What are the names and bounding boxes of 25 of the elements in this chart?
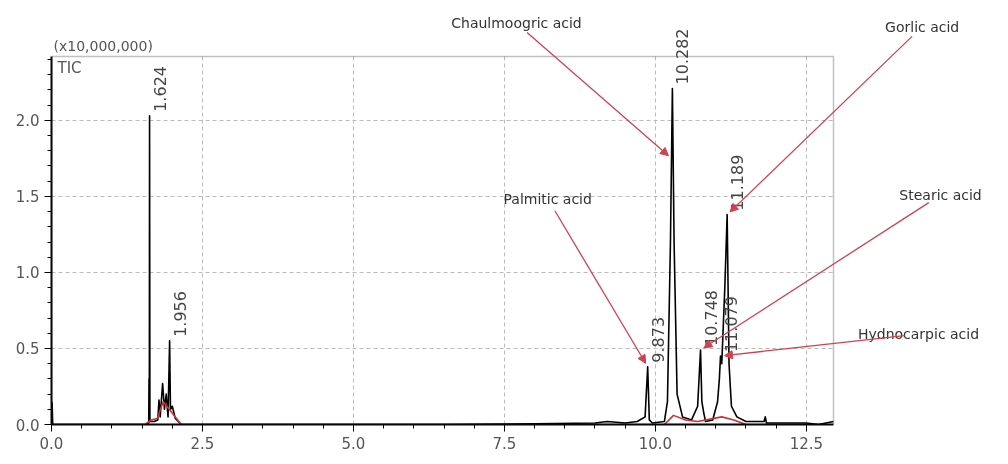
x-tick-label: 10.0 <box>638 434 673 453</box>
annotation: Chaulmoogric acid <box>451 15 582 32</box>
annotation: Stearic acid <box>899 186 982 203</box>
x-tick-label: 5.0 <box>341 434 366 453</box>
annotation: 9.873 <box>648 316 668 363</box>
annotation: 1.624 <box>150 65 170 112</box>
annotation: 10.282 <box>673 28 693 85</box>
text: TIC <box>56 58 82 77</box>
y-tick-label: 1.5 <box>15 188 40 207</box>
y-tick-label: 1.0 <box>15 264 40 283</box>
y-axis-title: (x10,000,000) <box>53 37 153 54</box>
x-tick-label: 12.5 <box>789 434 824 453</box>
y-tick-label: 2.0 <box>15 112 40 131</box>
x-tick-label: 0.0 <box>39 434 64 453</box>
annotation: 11.079 <box>721 296 741 353</box>
x-tick-label: 7.5 <box>492 434 517 453</box>
y-tick-label: 0.5 <box>15 340 40 359</box>
x-tick-label: 2.5 <box>190 434 215 453</box>
annotation: Gorlic acid <box>885 18 960 35</box>
annotation: 10.748 <box>701 290 721 346</box>
annotation: Palmitic acid <box>503 190 592 207</box>
annotation: Hydnocarpic acid <box>857 326 980 343</box>
annotation: 1.956 <box>170 291 190 337</box>
y-tick-label: 0.0 <box>15 416 40 435</box>
annotation: 11.189 <box>728 154 748 211</box>
